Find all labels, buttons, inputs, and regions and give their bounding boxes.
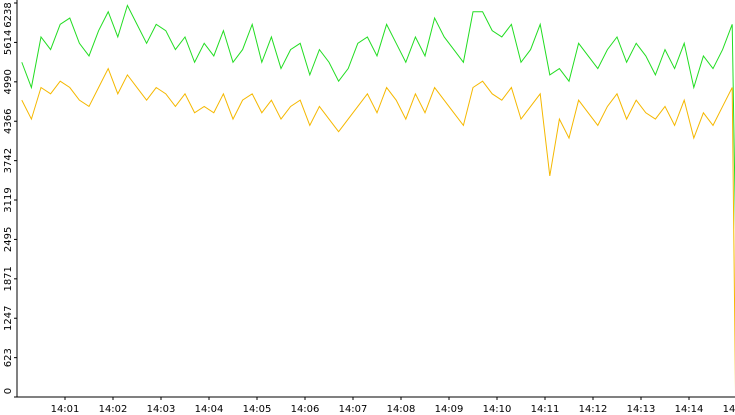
x-tick-label: 14:02 — [99, 404, 128, 415]
y-tick-label: 623 — [3, 348, 14, 367]
y-tick-label: 6238 — [3, 2, 14, 27]
y-tick-label: 5614 — [3, 30, 14, 55]
y-tick-label: 3119 — [3, 187, 14, 212]
x-tick-label: 14:10 — [483, 404, 512, 415]
x-tick-label: 14:03 — [147, 404, 176, 415]
x-tick-label: 14:13 — [627, 404, 656, 415]
y-tick-label: 4366 — [3, 109, 14, 134]
x-tick-label: 14:14 — [675, 404, 704, 415]
x-tick-label: 14:08 — [387, 404, 416, 415]
x-tick-label: 14:01 — [51, 404, 80, 415]
x-tick-label: 14:05 — [243, 404, 272, 415]
y-tick-label: 4990 — [3, 69, 14, 94]
y-tick-label: 1871 — [3, 266, 14, 291]
x-tick-label: 14:15 — [723, 404, 735, 415]
x-tick-label: 14:09 — [435, 404, 464, 415]
x-tick-label: 14:04 — [195, 404, 224, 415]
series-line — [21, 4, 735, 230]
x-tick-label: 14:12 — [579, 404, 608, 415]
y-tick-label: 2495 — [3, 227, 14, 252]
y-tick-label: 3742 — [3, 148, 14, 173]
series-line — [21, 67, 735, 392]
x-tick-label: 14:11 — [531, 404, 560, 415]
x-tick-label: 14:06 — [291, 404, 320, 415]
x-tick-label: 14:07 — [339, 404, 368, 415]
y-tick-label: 1247 — [3, 306, 14, 331]
y-tick-label: 0 — [3, 388, 14, 394]
